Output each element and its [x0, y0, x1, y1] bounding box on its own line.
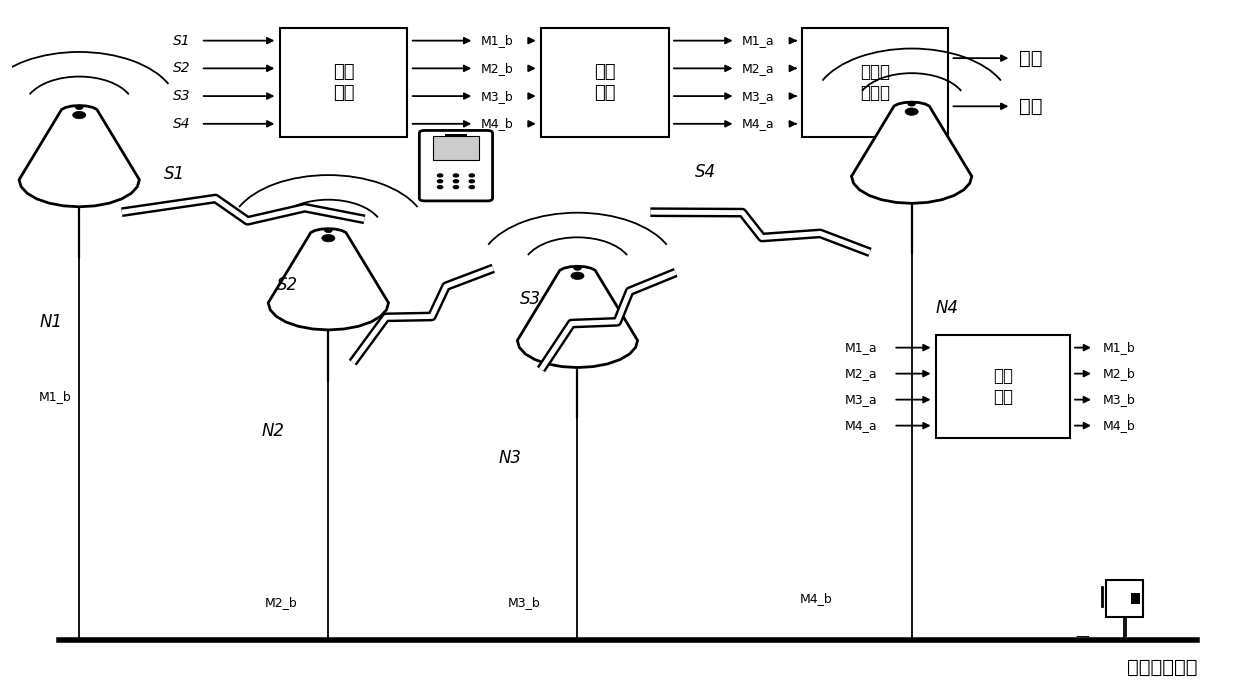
- Text: M1_b: M1_b: [40, 390, 72, 403]
- Circle shape: [454, 180, 459, 183]
- Bar: [1131, 593, 1140, 604]
- Bar: [445, 134, 467, 136]
- Circle shape: [469, 186, 475, 188]
- PathPatch shape: [852, 102, 972, 203]
- Bar: [433, 136, 479, 161]
- Circle shape: [438, 186, 443, 188]
- Text: M3_b: M3_b: [508, 595, 541, 609]
- Text: M4_b: M4_b: [800, 592, 832, 605]
- Text: N1: N1: [40, 313, 62, 331]
- Text: M3_b: M3_b: [1102, 393, 1135, 406]
- Text: M4_a: M4_a: [844, 419, 878, 432]
- Text: M1_a: M1_a: [844, 341, 878, 354]
- PathPatch shape: [19, 105, 139, 207]
- Text: 信号
解调: 信号 解调: [332, 63, 355, 102]
- Circle shape: [438, 180, 443, 183]
- Text: M2_b: M2_b: [480, 62, 513, 75]
- Text: S4: S4: [696, 163, 717, 181]
- Circle shape: [908, 102, 915, 106]
- Circle shape: [438, 174, 443, 177]
- Circle shape: [76, 105, 83, 110]
- Circle shape: [325, 228, 332, 232]
- Text: S2: S2: [174, 61, 191, 75]
- Circle shape: [454, 174, 459, 177]
- Text: M4_b: M4_b: [1102, 419, 1135, 432]
- Text: M3_a: M3_a: [742, 89, 774, 103]
- Text: M2_b: M2_b: [265, 595, 298, 609]
- Text: S4: S4: [174, 117, 191, 131]
- Circle shape: [574, 266, 582, 270]
- Text: 混合
编码: 混合 编码: [993, 367, 1013, 406]
- Text: S1: S1: [164, 165, 186, 184]
- Bar: [802, 27, 949, 137]
- Text: 授时: 授时: [1018, 97, 1042, 116]
- Text: S3: S3: [174, 89, 191, 103]
- Text: M2_a: M2_a: [844, 367, 878, 380]
- Text: M2_b: M2_b: [1102, 367, 1135, 380]
- Text: S2: S2: [278, 276, 299, 295]
- Text: S3: S3: [521, 290, 542, 308]
- Text: M3_b: M3_b: [480, 89, 513, 103]
- Circle shape: [454, 186, 459, 188]
- Circle shape: [905, 108, 918, 115]
- FancyBboxPatch shape: [419, 131, 492, 201]
- Text: M2_a: M2_a: [742, 62, 774, 75]
- Text: M4_a: M4_a: [742, 117, 774, 131]
- Circle shape: [469, 174, 475, 177]
- Text: S1: S1: [174, 34, 191, 47]
- Text: M4_b: M4_b: [480, 117, 513, 131]
- Text: N3: N3: [498, 450, 522, 468]
- Text: M3_a: M3_a: [844, 393, 878, 406]
- Circle shape: [322, 235, 335, 242]
- Bar: [280, 27, 407, 137]
- Bar: [936, 335, 1070, 438]
- Text: M1_b: M1_b: [1102, 341, 1135, 354]
- Text: —: —: [1075, 631, 1090, 645]
- Text: 运行控制中心: 运行控制中心: [1127, 658, 1197, 677]
- Text: N2: N2: [262, 422, 284, 440]
- Circle shape: [570, 272, 584, 279]
- Text: M1_a: M1_a: [742, 34, 774, 47]
- Bar: [1106, 579, 1142, 617]
- PathPatch shape: [517, 266, 637, 368]
- Text: 定位授
时处理: 定位授 时处理: [861, 63, 890, 102]
- Circle shape: [469, 180, 475, 183]
- Text: 混合
译码: 混合 译码: [594, 63, 615, 102]
- Circle shape: [73, 112, 86, 119]
- Text: M1_b: M1_b: [480, 34, 513, 47]
- Text: N4: N4: [936, 299, 959, 317]
- Text: 定位: 定位: [1018, 49, 1042, 68]
- Bar: [541, 27, 668, 137]
- PathPatch shape: [268, 229, 388, 330]
